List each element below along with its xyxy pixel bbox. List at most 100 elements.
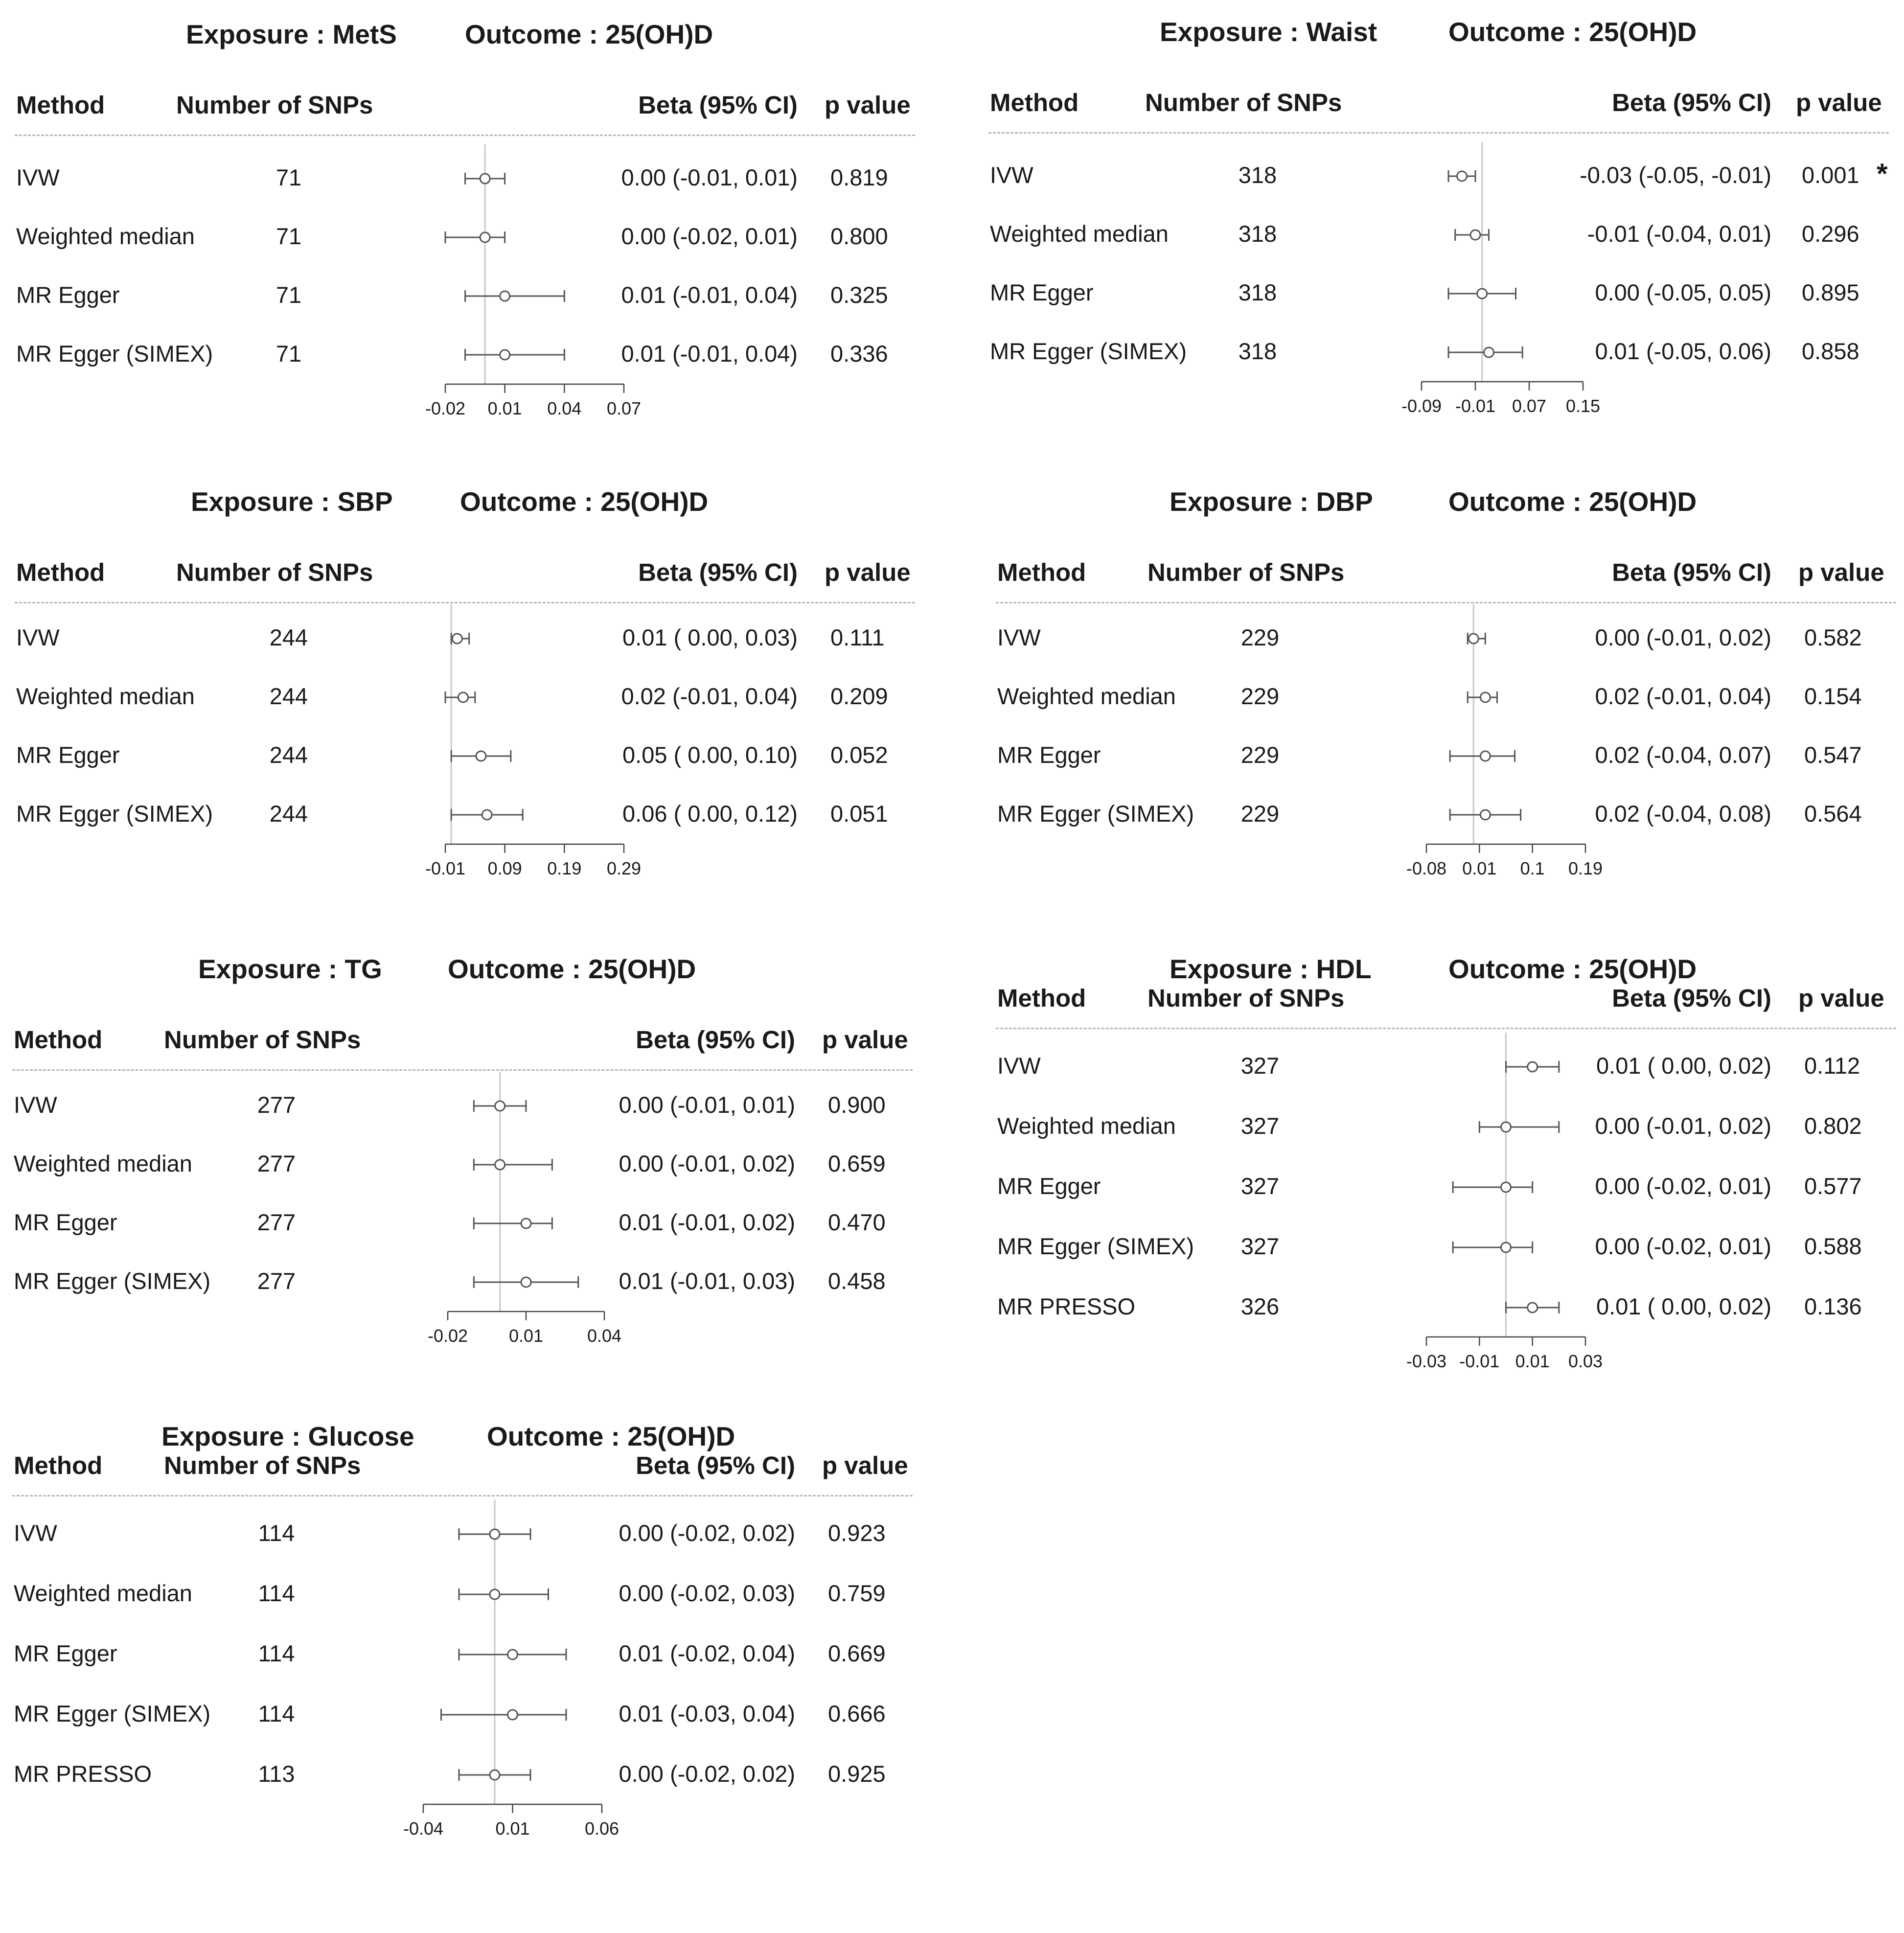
row-beta-ci: 0.00 (-0.02, 0.02) — [619, 1761, 795, 1787]
forest-panel: Exposure : Waist Outcome : 25(OH)D Method N… — [988, 7, 1904, 509]
header-beta-ci: Beta (95% CI) — [1612, 89, 1771, 116]
header-number-of-snps: Number of SNPs — [176, 91, 373, 119]
row-method: IVW — [14, 1092, 57, 1118]
row-beta-ci: 0.01 (-0.01, 0.04) — [621, 282, 798, 308]
point-estimate — [1500, 1121, 1512, 1133]
point-estimate — [507, 1649, 518, 1660]
row-method: IVW — [16, 164, 60, 190]
row-method: Weighted median — [997, 683, 1176, 709]
exposure-label: Exposure : DBP — [1170, 486, 1373, 517]
row-beta-ci: 0.00 (-0.02, 0.02) — [619, 1520, 795, 1546]
row-method: MR Egger — [16, 282, 120, 308]
row-snp-count: 114 — [258, 1640, 295, 1666]
panel-title: Exposure : MetS Outcome : 25(OH)D — [15, 10, 944, 54]
x-tick-label: -0.01 — [1459, 1351, 1499, 1371]
x-tick-label: 0.01 — [1515, 1351, 1550, 1371]
row-snp-count: 327 — [1240, 1173, 1280, 1199]
x-tick-label: 0.04 — [547, 398, 581, 418]
x-tick-label: 0.09 — [488, 858, 522, 878]
header-method: Method — [997, 984, 1086, 1012]
row-beta-ci: 0.00 (-0.02, 0.03) — [619, 1580, 795, 1606]
row-p-value: 0.900 — [828, 1092, 886, 1118]
row-method: Weighted median — [16, 223, 195, 249]
point-estimate — [1479, 750, 1491, 762]
row-snp-count: 318 — [1238, 338, 1277, 364]
row-method: MR Egger (SIMEX) — [14, 1701, 211, 1726]
header-divider — [996, 602, 1896, 603]
x-tick-label: -0.02 — [428, 1326, 468, 1346]
row-snp-count: 229 — [1240, 742, 1280, 768]
row-method: MR Egger — [997, 742, 1101, 768]
header-method: Method — [997, 558, 1086, 586]
point-estimate — [1527, 1061, 1538, 1073]
x-tick-label: 0.01 — [488, 398, 522, 418]
row-snp-count: 327 — [1240, 1053, 1280, 1079]
header-method: Method — [16, 91, 105, 119]
row-method: MR Egger — [14, 1640, 117, 1666]
header-beta-ci: Beta (95% CI) — [636, 1451, 795, 1479]
row-p-value: 0.577 — [1804, 1173, 1862, 1199]
row-method: MR PRESSO — [997, 1293, 1136, 1319]
row-p-value: 0.895 — [1802, 279, 1859, 305]
row-snp-count: 229 — [1240, 801, 1280, 827]
point-estimate — [1527, 1302, 1538, 1313]
row-snp-count: 326 — [1240, 1293, 1280, 1319]
row-p-value: 0.800 — [830, 223, 888, 249]
row-snp-count: 71 — [275, 341, 302, 367]
forest-plot: -0.03 -0.01 0.01 0.03 — [1406, 1033, 1603, 1371]
x-tick-label: 0.01 — [1462, 858, 1496, 878]
header-number-of-snps: Number of SNPs — [164, 1451, 361, 1479]
point-estimate — [507, 1709, 518, 1721]
header-method: Method — [14, 1451, 103, 1479]
row-snp-count: 327 — [1240, 1233, 1280, 1259]
row-method: MR Egger (SIMEX) — [16, 341, 213, 367]
point-estimate — [499, 349, 511, 361]
row-p-value: 0.112 — [1804, 1053, 1860, 1079]
forest-plot: -0.01 0.09 0.19 0.29 — [425, 604, 641, 878]
header-beta-ci: Beta (95% CI) — [638, 91, 798, 119]
x-tick-label: 0.19 — [547, 858, 581, 878]
header-divider — [15, 135, 915, 136]
row-p-value: 0.582 — [1804, 624, 1862, 650]
row-method: MR Egger (SIMEX) — [990, 338, 1187, 364]
forest-plot: -0.02 0.01 0.04 — [428, 1072, 621, 1346]
exposure-label: Exposure : MetS — [186, 19, 397, 49]
x-tick-label: 0.03 — [1568, 1351, 1603, 1371]
forest-plot: -0.09 -0.01 0.07 0.15 — [1401, 142, 1600, 416]
header-p-value: p value — [825, 558, 911, 586]
row-beta-ci: 0.01 (-0.05, 0.06) — [1595, 338, 1771, 364]
exposure-label: Exposure : SBP — [191, 486, 393, 517]
row-method: MR Egger (SIMEX) — [997, 1233, 1194, 1259]
row-method: IVW — [16, 624, 60, 650]
row-beta-ci: 0.00 (-0.05, 0.05) — [1595, 279, 1771, 305]
forest-panel: Exposure : HDL Outcome : 25(OH)D Method Num… — [996, 944, 1904, 1466]
point-estimate — [458, 691, 469, 703]
point-estimate — [494, 1159, 506, 1171]
header-method: Method — [14, 1026, 103, 1054]
row-snp-count: 277 — [257, 1209, 296, 1235]
row-p-value: 0.209 — [830, 683, 888, 709]
row-method: Weighted median — [997, 1113, 1176, 1139]
panel-title: Exposure : Waist Outcome : 25(OH)D — [988, 7, 1904, 51]
header-beta-ci: Beta (95% CI) — [636, 1026, 795, 1054]
row-snp-count: 318 — [1238, 162, 1277, 188]
significance-star: * — [1877, 158, 1888, 190]
point-estimate — [479, 173, 491, 184]
row-snp-count: 277 — [257, 1092, 296, 1118]
x-tick-label: 0.07 — [607, 398, 641, 418]
point-estimate — [520, 1276, 532, 1288]
row-p-value: 0.458 — [828, 1268, 886, 1294]
row-method: MR Egger — [997, 1173, 1101, 1199]
row-p-value: 0.336 — [830, 341, 888, 367]
point-estimate — [475, 750, 487, 762]
row-beta-ci: 0.06 ( 0.00, 0.12) — [622, 801, 798, 827]
row-snp-count: 244 — [269, 624, 308, 650]
header-beta-ci: Beta (95% CI) — [1612, 558, 1771, 586]
header-number-of-snps: Number of SNPs — [1145, 89, 1342, 116]
row-p-value: 0.052 — [830, 742, 888, 768]
panel-title: Exposure : SBP Outcome : 25(OH)D — [15, 477, 944, 521]
row-beta-ci: 0.01 (-0.01, 0.03) — [619, 1268, 795, 1294]
outcome-label: Outcome : 25(OH)D — [1448, 17, 1697, 47]
header-number-of-snps: Number of SNPs — [176, 558, 373, 586]
row-beta-ci: 0.01 (-0.03, 0.04) — [619, 1701, 795, 1726]
